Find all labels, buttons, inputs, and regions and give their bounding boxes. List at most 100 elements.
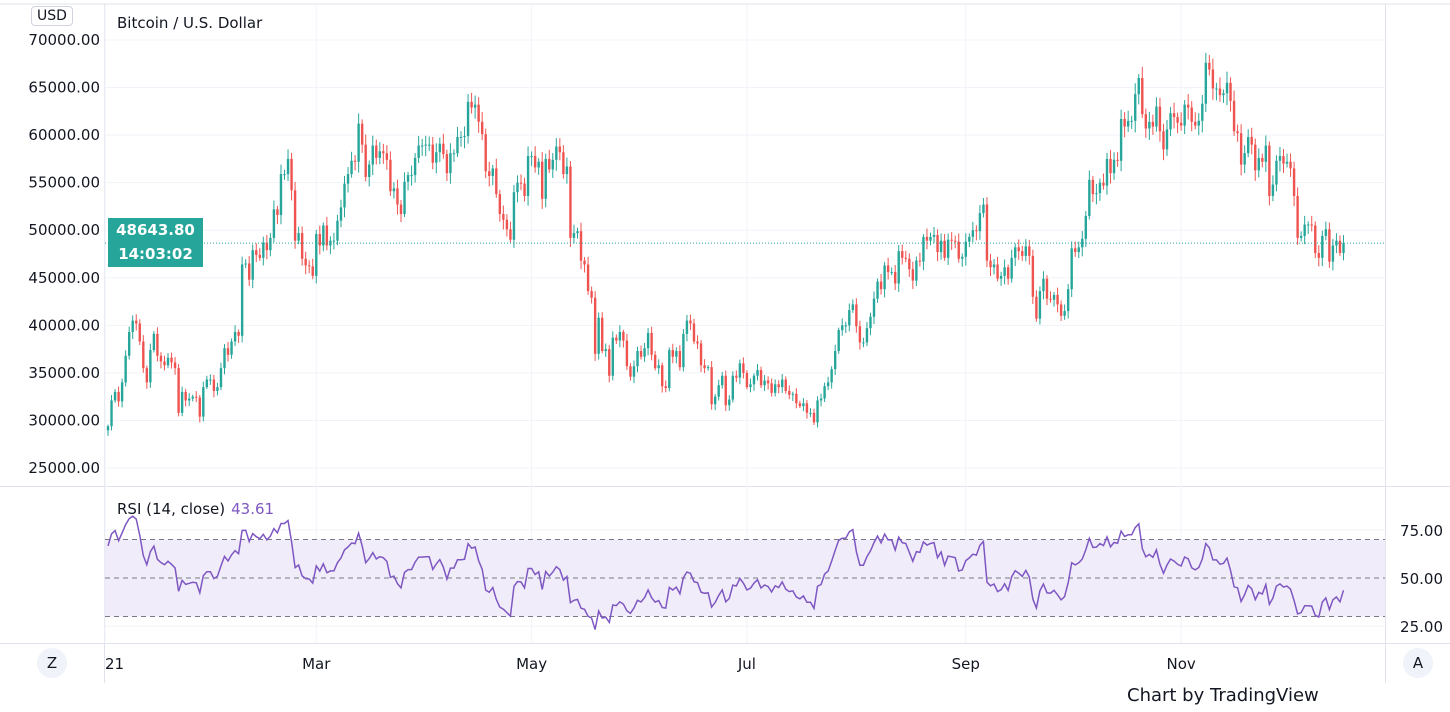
candle-down <box>431 144 434 163</box>
candle-down <box>936 234 939 253</box>
attribution[interactable]: Chart by TradingView <box>1127 685 1319 706</box>
candle-down <box>957 241 960 259</box>
candle-up <box>646 332 650 349</box>
candle-down <box>1141 78 1144 115</box>
candle-up <box>1299 235 1303 238</box>
candle-down <box>1056 294 1059 305</box>
candle-down <box>364 144 367 177</box>
time-tick-label: Jul <box>737 655 756 673</box>
candle-down <box>724 375 727 406</box>
candle-down <box>1006 267 1010 279</box>
candle-down <box>742 363 745 373</box>
candle-down <box>389 159 392 192</box>
candle-up <box>999 275 1003 279</box>
candle-up <box>339 207 343 221</box>
candle-up <box>279 174 283 216</box>
candle-down <box>653 354 657 369</box>
candle-up <box>731 375 735 400</box>
candle-up <box>205 379 209 388</box>
candle-up <box>982 204 985 214</box>
candle-up <box>346 174 350 184</box>
candle-up <box>417 145 420 158</box>
candle-up <box>713 396 717 405</box>
candle-down <box>1218 88 1222 96</box>
candle-down <box>904 257 907 259</box>
candle-up <box>555 146 558 160</box>
price-tick-label: 70000.00 <box>28 31 100 49</box>
candle-down <box>886 265 890 273</box>
candle-down <box>145 368 149 383</box>
candle-down <box>805 403 809 413</box>
candle-down <box>1261 157 1264 162</box>
candle-up <box>1243 153 1246 165</box>
bar-countdown: 14:03:02 <box>118 245 193 263</box>
candle-up <box>435 152 438 163</box>
candle-up <box>1112 159 1116 174</box>
candle-down <box>569 166 572 238</box>
candle-up <box>544 158 547 199</box>
candle-up <box>968 236 971 242</box>
candle-up <box>1246 137 1250 154</box>
candle-up <box>336 220 339 241</box>
candle-down <box>1338 240 1342 254</box>
candle-down <box>1208 62 1211 70</box>
candle-down <box>770 383 773 393</box>
candle-up <box>706 367 710 369</box>
candle-up <box>1066 289 1070 312</box>
candle-up <box>876 281 879 299</box>
candle-up <box>632 366 636 377</box>
candle-up <box>636 351 639 367</box>
candle-down <box>1254 144 1257 171</box>
candle-up <box>1063 311 1066 316</box>
candle-up <box>1342 243 1345 254</box>
candle-down <box>1310 224 1313 226</box>
candle-up <box>269 237 272 251</box>
candle-up <box>106 426 110 431</box>
candle-up <box>219 368 223 388</box>
currency-button[interactable]: USD <box>31 6 73 26</box>
candle-up <box>1264 145 1268 162</box>
candle-up <box>459 137 463 139</box>
price-tick-label: 40000.00 <box>28 316 100 334</box>
candle-down <box>593 297 597 354</box>
candle-down <box>548 158 551 170</box>
candle-down <box>480 121 484 135</box>
candle-up <box>512 192 516 240</box>
candle-up <box>781 379 784 388</box>
candle-up <box>456 137 459 154</box>
candle-down <box>159 355 163 362</box>
candle-up <box>1307 224 1310 226</box>
candle-down <box>696 341 699 344</box>
candle-up <box>491 168 494 177</box>
candle-up <box>1215 88 1218 90</box>
candle-down <box>583 260 586 265</box>
auto-scale-button[interactable]: A <box>1403 648 1433 678</box>
candle-up <box>576 231 579 234</box>
candle-up <box>187 398 191 401</box>
time-axis[interactable]: 2021 Mar May Jul Sep Nov <box>105 645 1385 681</box>
time-tick-label: Mar <box>302 655 331 673</box>
candle-up <box>869 316 872 329</box>
price-tick-label: 45000.00 <box>28 269 100 287</box>
zoom-reset-button[interactable]: Z <box>37 648 67 678</box>
candle-up <box>403 181 406 215</box>
candle-up <box>1278 156 1282 161</box>
candle-up <box>1183 104 1186 126</box>
price-tick-label: 60000.00 <box>28 126 100 144</box>
candle-up <box>883 265 886 290</box>
candle-down <box>1045 278 1049 299</box>
candle-down <box>678 351 682 368</box>
candle-down <box>925 236 929 241</box>
candle-up <box>350 160 353 175</box>
candle-up <box>946 239 950 258</box>
candle-up <box>752 375 756 385</box>
candle-down <box>671 350 674 357</box>
candle-down <box>639 351 643 357</box>
candle-up <box>449 153 452 174</box>
candle-up <box>322 225 325 246</box>
candle-down <box>562 152 565 175</box>
last-price: 48643.80 <box>116 221 195 239</box>
candle-down <box>1176 117 1179 123</box>
candle-down <box>540 161 544 199</box>
